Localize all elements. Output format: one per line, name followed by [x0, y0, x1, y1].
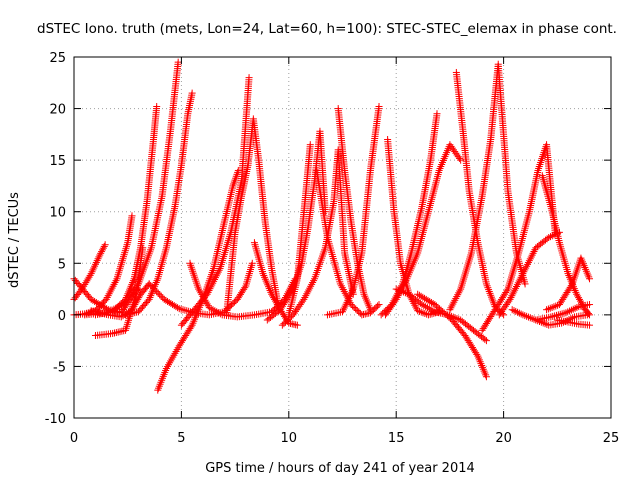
data-series: [81, 58, 182, 319]
data-series: [384, 136, 443, 319]
data-series: [70, 241, 109, 303]
chart-title: dSTEC Iono. truth (mets, Lon=24, Lat=60,…: [37, 21, 617, 37]
data-series: [377, 110, 441, 319]
data-series: [223, 115, 282, 319]
data-series: [392, 285, 490, 345]
data-series: [285, 141, 314, 319]
data-series: [154, 166, 242, 394]
data-series: [414, 290, 490, 381]
data-series: [91, 103, 161, 319]
data-series: [334, 105, 374, 314]
data-points: [70, 58, 594, 394]
data-series: [323, 103, 383, 319]
data-series: [381, 141, 465, 319]
